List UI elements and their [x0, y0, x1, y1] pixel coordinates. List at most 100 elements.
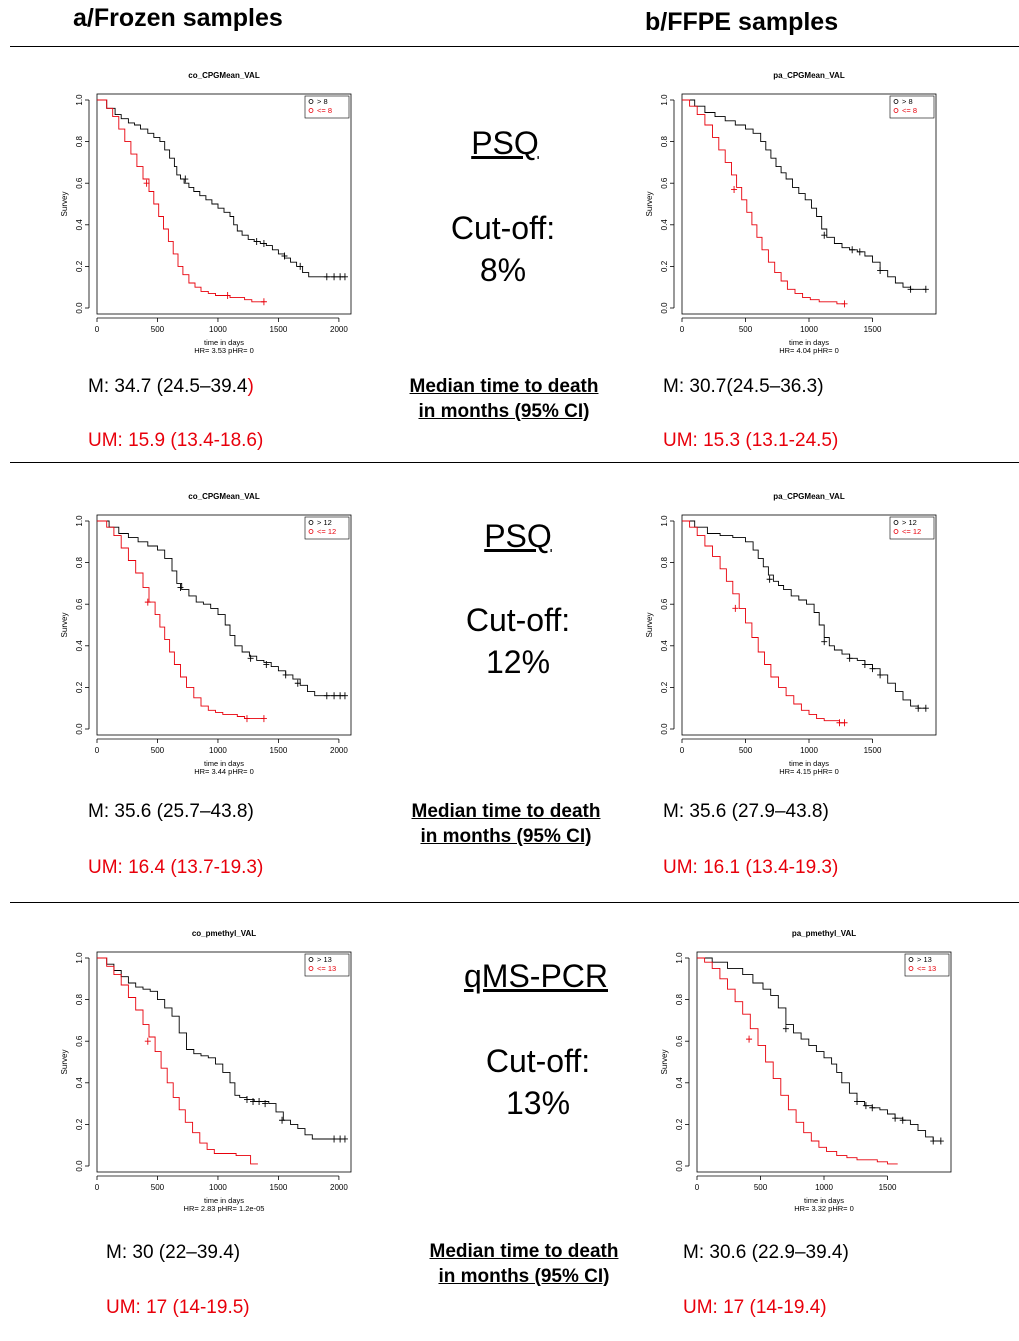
plot-frame: [681, 514, 937, 736]
km-chart-ffpe-cutoff-13: pa_pmethyl_VAL 0.0 0.2 0.4 0.6 0.8 1.0 0 500 1000…: [660, 929, 952, 1213]
km-chart-ffpe-cutoff-12: pa_CPGMean_VAL 0.0 0.2 0.4 0.6 0.8 1.0 0 500 1000…: [645, 492, 937, 776]
km-curve-above-cutoff: [97, 99, 345, 278]
censor-mark: [182, 175, 189, 183]
hazard-ratio-stat: HR= 4.04 pHR= 0: [779, 346, 839, 355]
y-tick-label: 1.0: [660, 515, 669, 527]
censor-mark: [263, 661, 270, 669]
chart-title: pa_pmethyl_VAL: [792, 929, 856, 938]
y-tick-label: 0.0: [75, 302, 84, 314]
y-tick-label: 0.2: [75, 1118, 84, 1130]
legend-label: > 8: [902, 97, 913, 106]
y-tick-label: 0.2: [75, 260, 84, 272]
y-tick-label: 0.0: [660, 723, 669, 735]
km-curve-above-cutoff: [697, 957, 941, 1142]
y-tick-label: 0.6: [660, 177, 669, 189]
chart-title: pa_CPGMean_VAL: [773, 492, 845, 501]
y-tick-label: 0.4: [660, 640, 669, 652]
plot-frame: [96, 514, 352, 736]
median-methylated-ffpe-row3: M: 30.6 (22.9–39.4): [683, 1242, 849, 1263]
censor-mark: [731, 185, 738, 193]
cutoff-title: Cut-off:: [485, 1043, 591, 1079]
legend-label: <= 12: [902, 527, 921, 536]
cutoff-title: Cut-off:: [450, 210, 556, 246]
x-tick-label: 1000: [800, 746, 818, 755]
median-line1: Median time to death: [411, 801, 601, 822]
y-tick-label: 0.8: [75, 556, 84, 568]
median-methylated-text: M: 34.7 (24.5–39.4: [88, 376, 248, 397]
censor-mark: [846, 654, 853, 662]
x-tick-label: 500: [739, 325, 753, 334]
km-curve-below-cutoff: [97, 957, 258, 1165]
censor-mark: [856, 248, 863, 256]
x-tick-label: 0: [95, 1183, 100, 1192]
censor-mark: [861, 661, 868, 669]
censor-mark: [930, 1137, 937, 1145]
censor-mark: [877, 267, 884, 275]
censor-mark: [250, 1098, 257, 1106]
y-tick-label: 0.2: [660, 260, 669, 272]
legend-marker: [308, 529, 314, 534]
censor-mark: [899, 1116, 906, 1124]
x-tick-label: 0: [680, 325, 685, 334]
y-tick-label: 0.2: [75, 681, 84, 693]
median-methylated-frozen-row2: M: 35.6 (25.7–43.8): [88, 801, 254, 822]
km-chart-frozen-cutoff-13: co_pmethyl_VAL 0.0 0.2 0.4 0.6 0.8 1.0 0 500 1000…: [60, 929, 352, 1213]
censor-mark: [224, 292, 231, 300]
legend-marker: [308, 108, 314, 113]
y-tick-label: 0.8: [660, 135, 669, 147]
divider-row1: [10, 462, 1019, 463]
chart-title: pa_CPGMean_VAL: [773, 71, 845, 80]
legend-box: [889, 95, 935, 119]
y-tick-label: 0.8: [660, 556, 669, 568]
median-line2: in months (95% CI): [438, 1265, 610, 1287]
cutoff-label-row1: Cut-off: 8%: [383, 208, 623, 291]
median-line2: in months (95% CI): [420, 825, 592, 847]
median-time-label-row1: Median time to death in months (95% CI): [364, 375, 644, 424]
y-tick-label: 0.6: [675, 1035, 684, 1047]
x-tick-label: 1000: [209, 1183, 227, 1192]
km-curve-below-cutoff: [697, 957, 898, 1165]
hazard-ratio-stat: HR= 3.44 pHR= 0: [194, 767, 254, 776]
km-curve-above-cutoff: [97, 957, 345, 1140]
x-axis-label: time in days: [789, 759, 829, 768]
y-tick-label: 0.4: [75, 219, 84, 231]
censor-mark: [143, 179, 150, 187]
x-tick-label: 1500: [270, 325, 288, 334]
censor-mark: [331, 692, 338, 700]
x-axis-label: time in days: [204, 1196, 244, 1205]
km-curve-above-cutoff: [682, 520, 926, 709]
legend-marker: [908, 966, 914, 971]
censor-mark: [279, 1116, 286, 1124]
legend-marker: [308, 957, 314, 962]
x-axis-label: time in days: [789, 338, 829, 347]
hazard-ratio-stat: HR= 4.15 pHR= 0: [779, 767, 839, 776]
censor-mark: [869, 1104, 876, 1112]
censor-mark: [841, 300, 848, 308]
km-curve-above-cutoff: [97, 520, 345, 697]
legend-label: > 13: [317, 955, 332, 964]
x-axis-label: time in days: [804, 1196, 844, 1205]
legend-box: [304, 95, 350, 119]
y-axis-label: Survey: [645, 192, 654, 217]
median-methylated-ffpe-row2: M: 35.6 (27.9–43.8): [663, 801, 829, 822]
median-unmethylated-ffpe-row3: UM: 17 (14-19.4): [683, 1297, 827, 1318]
censor-mark: [922, 285, 929, 293]
median-unmethylated-ffpe-row1: UM: 15.3 (13.1-24.5): [663, 430, 839, 451]
x-tick-label: 500: [151, 1183, 165, 1192]
divider-top: [10, 46, 1019, 47]
km-chart-frozen-cutoff-12: co_CPGMean_VAL 0.0 0.2 0.4 0.6 0.8 1.0 0 500 1000…: [60, 492, 352, 776]
censor-mark: [243, 715, 250, 723]
censor-mark: [892, 1114, 899, 1122]
censor-mark: [782, 1025, 789, 1033]
median-unmethylated-frozen-row2: UM: 16.4 (13.7-19.3): [88, 857, 264, 878]
divider-row2: [10, 902, 1019, 903]
x-tick-label: 500: [739, 746, 753, 755]
censor-mark: [862, 1102, 869, 1110]
x-tick-label: 1500: [864, 325, 882, 334]
censor-mark: [746, 1035, 753, 1043]
x-tick-label: 1500: [879, 1183, 897, 1192]
median-line2: in months (95% CI): [418, 400, 590, 422]
censor-mark: [907, 285, 914, 293]
legend-box: [904, 953, 950, 977]
km-curve-below-cutoff: [682, 99, 845, 305]
